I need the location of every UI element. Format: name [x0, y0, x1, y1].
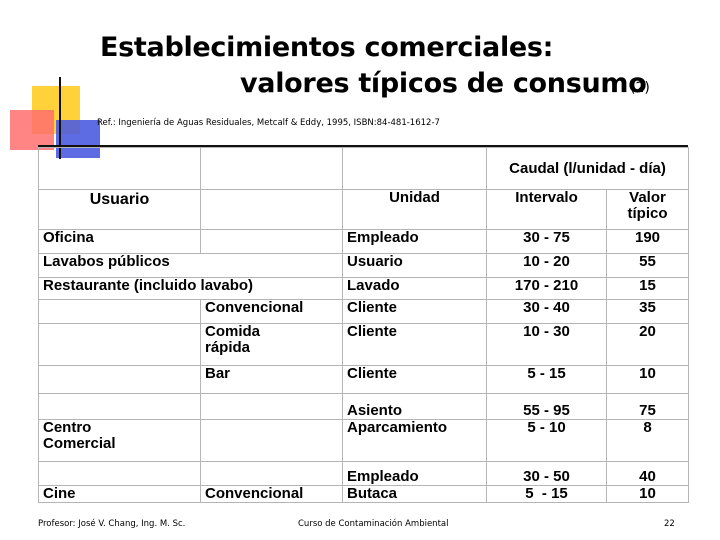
- cell-intervalo: 55 - 95: [486, 393, 607, 420]
- cell-usuario: Lavabos públicos: [38, 253, 343, 278]
- cell-usuario: Restaurante (incluido lavabo): [38, 277, 343, 300]
- cell-unidad: Cliente: [342, 365, 487, 394]
- table-row: Oficina Empleado 30 - 75 190: [38, 229, 690, 254]
- header-usuario: Usuario: [38, 189, 201, 230]
- cell-usuario-text: Centro Comercial: [43, 419, 116, 452]
- cell-unidad: Usuario: [342, 253, 487, 278]
- cell-usuario: [38, 461, 201, 486]
- cell-unidad: Lavado: [342, 277, 487, 300]
- cell-usuario: Centro Comercial: [38, 419, 201, 462]
- cell-intervalo: 10 - 20: [486, 253, 607, 278]
- cell-tipo: Convencional: [200, 485, 343, 503]
- slide-title-line2: valores típicos de consumo: [240, 68, 647, 99]
- cell-usuario: Oficina: [38, 229, 201, 254]
- cell-unidad: Butaca: [342, 485, 487, 503]
- header-unidad: Unidad: [342, 189, 487, 230]
- consumption-table: Caudal (l/unidad - día) Usuario Unidad I…: [38, 147, 690, 503]
- cell-usuario: [38, 299, 201, 324]
- cell-tipo: Comida rápida: [200, 323, 343, 366]
- header-valor-tipico: Valor típico: [605, 189, 690, 230]
- footer-course: Curso de Contaminación Ambiental: [298, 519, 449, 529]
- decor-red-square: [10, 110, 54, 150]
- cell-usuario: [38, 365, 201, 394]
- table-row: Comida rápida Cliente 10 - 30 20: [38, 323, 690, 366]
- cell-valor: 15: [605, 277, 690, 300]
- cell-usuario: [38, 323, 201, 366]
- table-header-row-2: Usuario Unidad Intervalo Valor típico: [38, 189, 690, 230]
- cell-valor: 10: [605, 485, 690, 503]
- cell-intervalo: 30 - 40: [486, 299, 607, 324]
- reference-note: Ref.: Ingeniería de Aguas Residuales, Me…: [97, 118, 440, 128]
- cell-valor: 20: [605, 323, 690, 366]
- cell-usuario: Cine: [38, 485, 201, 503]
- cell-tipo: [200, 229, 343, 254]
- cell-valor: 8: [605, 419, 690, 462]
- cell-unidad: Cliente: [342, 299, 487, 324]
- decor-horizontal-line: [38, 145, 688, 147]
- table-row: Restaurante (incluido lavabo) Lavado 170…: [38, 277, 690, 300]
- cell-valor: 55: [605, 253, 690, 278]
- table-row: Empleado 30 - 50 40: [38, 461, 690, 486]
- cell-intervalo: 5 - 10: [486, 419, 607, 462]
- table-row: Asiento 55 - 95 75: [38, 393, 690, 420]
- cell-valor: 40: [605, 461, 690, 486]
- cell-tipo: [200, 461, 343, 486]
- cell-intervalo: 30 - 75: [486, 229, 607, 254]
- cell-intervalo: 5 - 15: [486, 485, 607, 503]
- cell-tipo: [200, 419, 343, 462]
- decor-vertical-line: [59, 77, 61, 159]
- header-caudal: Caudal (l/unidad - día): [485, 147, 690, 190]
- cell-tipo: Convencional: [200, 299, 343, 324]
- cell-intervalo: 30 - 50: [486, 461, 607, 486]
- cell-intervalo: 5 - 15: [486, 365, 607, 394]
- cell-unidad: Empleado: [342, 461, 487, 486]
- cell-valor: 190: [605, 229, 690, 254]
- cell-unidad: Aparcamiento: [342, 419, 487, 462]
- footer-page-number: 22: [664, 519, 675, 529]
- table-header-row-1: Caudal (l/unidad - día): [38, 147, 690, 190]
- table-row: Convencional Cliente 30 - 40 35: [38, 299, 690, 324]
- table-row: Bar Cliente 5 - 15 10: [38, 365, 690, 394]
- cell-unidad: Asiento: [342, 393, 487, 420]
- cell-intervalo: 170 - 210: [486, 277, 607, 300]
- footer-author: Profesor: José V. Chang, Ing. M. Sc.: [38, 519, 186, 529]
- cell-unidad: Empleado: [342, 229, 487, 254]
- table-row: Centro Comercial Aparcamiento 5 - 10 8: [38, 419, 690, 462]
- slide-title-number: (2): [630, 80, 650, 96]
- cell-valor: 10: [605, 365, 690, 394]
- cell-tipo-text: Comida rápida: [205, 323, 261, 356]
- cell-tipo: Bar: [200, 365, 343, 394]
- slide-title-line1: Establecimientos comerciales:: [100, 32, 554, 63]
- header-intervalo: Intervalo: [486, 189, 607, 230]
- cell-unidad: Cliente: [342, 323, 487, 366]
- cell-tipo: [200, 393, 343, 420]
- cell-valor: 35: [605, 299, 690, 324]
- table-row: Lavabos públicos Usuario 10 - 20 55: [38, 253, 690, 278]
- cell-valor: 75: [605, 393, 690, 420]
- cell-intervalo: 10 - 30: [486, 323, 607, 366]
- table-row: Cine Convencional Butaca 5 - 15 10: [38, 485, 690, 503]
- cell-usuario: [38, 393, 201, 420]
